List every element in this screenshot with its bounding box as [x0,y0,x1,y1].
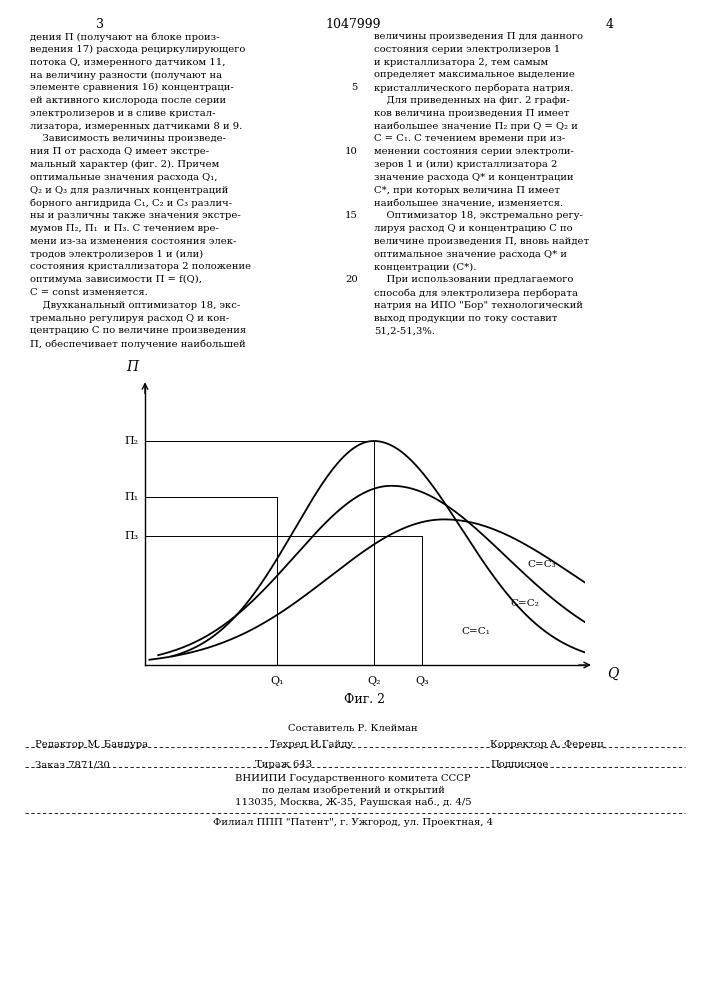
Text: ния П от расхода Q имеет экстре-: ния П от расхода Q имеет экстре- [30,147,209,156]
Text: 1047999: 1047999 [325,18,381,31]
Text: наибольшее значение, изменяется.: наибольшее значение, изменяется. [374,198,563,207]
Text: наибольшее значение Π₂ при Q = Q₂ и: наибольшее значение Π₂ при Q = Q₂ и [374,122,578,131]
Text: и кристаллизатора 2, тем самым: и кристаллизатора 2, тем самым [374,58,548,67]
Text: C=C₁: C=C₁ [462,627,491,636]
Text: состояния серии электролизеров 1: состояния серии электролизеров 1 [374,45,560,54]
Text: определяет максимальное выделение: определяет максимальное выделение [374,70,575,79]
Text: 4: 4 [606,18,614,31]
Text: оптимума зависимости Π = f(Q),: оптимума зависимости Π = f(Q), [30,275,202,284]
Text: натрия на ИПО "Бор" технологический: натрия на ИПО "Бор" технологический [374,301,583,310]
Text: оптимальные значения расхода Q₁,: оптимальные значения расхода Q₁, [30,173,218,182]
Text: центрацию C по величине произведения: центрацию C по величине произведения [30,326,246,335]
Text: 5: 5 [351,83,358,92]
Text: ков величина произведения Π имеет: ков величина произведения Π имеет [374,109,570,118]
Text: ведения 17) расхода рециркулирующего: ведения 17) расхода рециркулирующего [30,45,245,54]
Text: ВНИИПИ Государственного комитета СССР: ВНИИПИ Государственного комитета СССР [235,774,471,783]
Text: способа для электролизера пербората: способа для электролизера пербората [374,288,578,298]
Text: C=C₂: C=C₂ [510,599,539,608]
Text: Q: Q [607,666,619,680]
Text: 51,2-51,3%.: 51,2-51,3%. [374,326,435,335]
Text: Оптимизатор 18, экстремально регу-: Оптимизатор 18, экстремально регу- [374,211,583,220]
Text: мальный характер (фиг. 2). Причем: мальный характер (фиг. 2). Причем [30,160,219,169]
Text: Q₂: Q₂ [367,676,380,686]
Text: П₃: П₃ [124,531,139,541]
Text: Заказ 7871/30: Заказ 7871/30 [35,760,110,769]
Text: Зависимость величины произведе-: Зависимость величины произведе- [30,134,226,143]
Text: При использовании предлагаемого: При использовании предлагаемого [374,275,573,284]
Text: 3: 3 [96,18,104,31]
Text: 10: 10 [345,147,358,156]
Text: выход продукции по току составит: выход продукции по току составит [374,314,558,323]
Text: П: П [126,360,138,374]
Text: Фиг. 2: Фиг. 2 [344,693,385,706]
Text: потока Q, измеренного датчиком 11,: потока Q, измеренного датчиком 11, [30,58,226,67]
Text: мумов Π₂, Π₁  и Π₃. С течением вре-: мумов Π₂, Π₁ и Π₃. С течением вре- [30,224,219,233]
Text: дения П (получают на блоке произ-: дения П (получают на блоке произ- [30,32,219,41]
Text: оптимальное значение расхода Q* и: оптимальное значение расхода Q* и [374,250,567,259]
Text: состояния кристаллизатора 2 положение: состояния кристаллизатора 2 положение [30,262,251,271]
Text: менении состояния серии электроли-: менении состояния серии электроли- [374,147,574,156]
Text: Составитель Р. Клейман: Составитель Р. Клейман [288,724,418,733]
Text: Π, обеспечивает получение наибольшей: Π, обеспечивает получение наибольшей [30,339,246,349]
Text: лируя расход Q и концентрацию C по: лируя расход Q и концентрацию C по [374,224,573,233]
Text: Q₁: Q₁ [270,676,284,686]
Text: 20: 20 [345,275,358,284]
Text: значение расхода Q* и концентрации: значение расхода Q* и концентрации [374,173,573,182]
Text: Филиал ППП "Патент", г. Ужгород, ул. Проектная, 4: Филиал ППП "Патент", г. Ужгород, ул. Про… [213,818,493,827]
Text: ны и различны также значения экстре-: ны и различны также значения экстре- [30,211,241,220]
Text: 113035, Москва, Ж-35, Раушская наб., д. 4/5: 113035, Москва, Ж-35, Раушская наб., д. … [235,798,472,807]
Text: величины произведения Π для данного: величины произведения Π для данного [374,32,583,41]
Text: Подписное: Подписное [490,760,549,769]
Text: C = C₁. С течением времени при из-: C = C₁. С течением времени при из- [374,134,566,143]
Text: Для приведенных на фиг. 2 графи-: Для приведенных на фиг. 2 графи- [374,96,570,105]
Text: Техред И.Гайду: Техред И.Гайду [270,740,353,749]
Text: Q₂ и Q₃ для различных концентраций: Q₂ и Q₃ для различных концентраций [30,186,228,195]
Text: тродов электролизеров 1 и (или): тродов электролизеров 1 и (или) [30,250,203,259]
Text: C*, при которых величина Π имеет: C*, при которых величина Π имеет [374,186,560,195]
Text: Двухканальный оптимизатор 18, экс-: Двухканальный оптимизатор 18, экс- [30,301,240,310]
Text: П₂: П₂ [124,436,139,446]
Text: П₁: П₁ [124,492,139,502]
Text: концентрации (C*).: концентрации (C*). [374,262,477,272]
Text: Тираж 643: Тираж 643 [255,760,312,769]
Text: мени из-за изменения состояния элек-: мени из-за изменения состояния элек- [30,237,236,246]
Text: зеров 1 и (или) кристаллизатора 2: зеров 1 и (или) кристаллизатора 2 [374,160,557,169]
Text: по делам изобретений и открытий: по делам изобретений и открытий [262,786,445,795]
Text: Корректор А. Ференц: Корректор А. Ференц [490,740,604,749]
Text: C=C₃: C=C₃ [528,560,556,569]
Text: ей активного кислорода после серии: ей активного кислорода после серии [30,96,226,105]
Text: борного ангидрида C₁, C₂ и C₃ различ-: борного ангидрида C₁, C₂ и C₃ различ- [30,198,232,208]
Text: кристаллического пербората натрия.: кристаллического пербората натрия. [374,83,573,93]
Text: C = const изменяется.: C = const изменяется. [30,288,148,297]
Text: электролизеров и в сливе кристал-: электролизеров и в сливе кристал- [30,109,216,118]
Text: величине произведения Π, вновь найдет: величине произведения Π, вновь найдет [374,237,589,246]
Text: элементе сравнения 16) концентраци-: элементе сравнения 16) концентраци- [30,83,234,92]
Text: на величину разности (получают на: на величину разности (получают на [30,70,222,80]
Text: тремально регулируя расход Q и кон-: тремально регулируя расход Q и кон- [30,314,229,323]
Text: Q₃: Q₃ [416,676,429,686]
Text: лизатора, измеренных датчиками 8 и 9.: лизатора, измеренных датчиками 8 и 9. [30,122,243,131]
Text: Редактор М. Бандура: Редактор М. Бандура [35,740,148,749]
Text: 15: 15 [345,211,358,220]
